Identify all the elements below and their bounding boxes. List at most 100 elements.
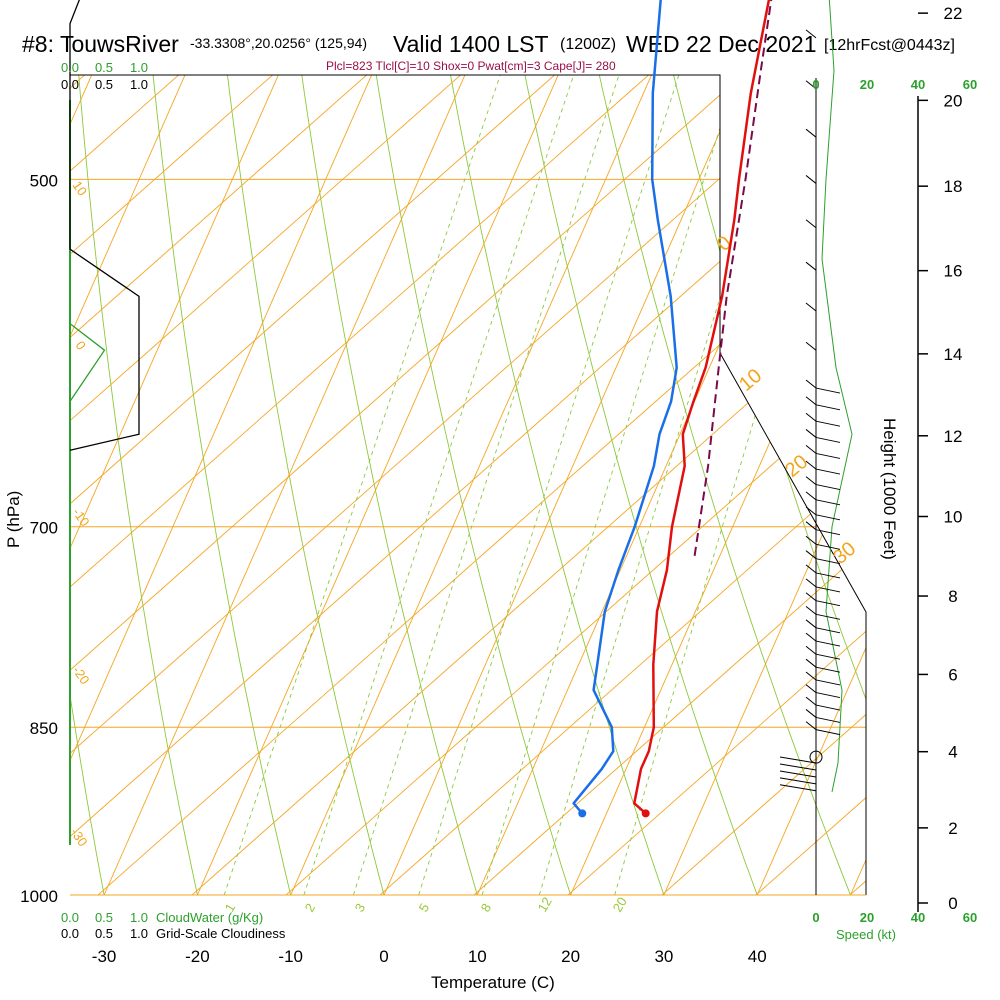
plot-area bbox=[0, 0, 1000, 895]
wind-barb-flag bbox=[815, 613, 841, 620]
height-tick-label: 20 bbox=[944, 91, 963, 110]
isotherm-line bbox=[0, 60, 5, 895]
wind-barb-flag bbox=[815, 666, 841, 673]
wind-barb bbox=[805, 396, 817, 406]
wind-barb bbox=[805, 535, 817, 545]
wind-barb-flag bbox=[815, 468, 841, 475]
speed-scale-bottom: 40 bbox=[911, 910, 925, 925]
wind-barb bbox=[805, 564, 817, 574]
pressure-tick-label: 700 bbox=[30, 519, 58, 538]
isopleth-line bbox=[70, 75, 760, 895]
speed-scale-top: 40 bbox=[911, 77, 925, 92]
height-tick-label: 4 bbox=[948, 743, 957, 762]
cloud-water-scale-bottom: 1.0 bbox=[130, 910, 148, 925]
valid-date: WED 22 Dec 2021 bbox=[626, 31, 816, 57]
cloudiness-scale-top: 1.0 bbox=[130, 77, 148, 92]
wind-barb-flag bbox=[815, 729, 841, 736]
wind-barb bbox=[805, 341, 817, 351]
wind-barb-flag bbox=[815, 704, 841, 711]
pressure-tick-label: 1000 bbox=[20, 887, 58, 906]
temperature-line bbox=[633, 0, 771, 815]
isopleth-line bbox=[70, 75, 666, 895]
wind-barb bbox=[805, 506, 817, 516]
temperature-tick-label: 20 bbox=[561, 947, 580, 966]
wind-barb bbox=[805, 619, 817, 629]
height-tick-label: 2 bbox=[948, 819, 957, 838]
cloud-scales: 0.0 0.5 1.0 0.0 0.5 1.0 0.0 0.5 1.0 0.0 0.5 1.0 bbox=[61, 60, 148, 941]
cloud-water-scale-bottom: 0.0 bbox=[61, 910, 79, 925]
surface-temperature-dot bbox=[641, 809, 650, 818]
isopleth-line bbox=[70, 75, 572, 895]
skew-label: -10 bbox=[70, 505, 93, 529]
skew-label: 0 bbox=[73, 338, 89, 353]
isopleth-line bbox=[0, 60, 8, 895]
mixing-ratio-label: 3 bbox=[352, 901, 369, 915]
dry-adiabat-line bbox=[368, 75, 665, 895]
station-title: #8: TouwsRiver bbox=[22, 31, 179, 57]
cloudiness-scale-top: 0.0 bbox=[61, 77, 79, 92]
isotherm-label: 30 bbox=[829, 538, 860, 569]
isotherm-line bbox=[70, 75, 379, 895]
isotherms bbox=[0, 60, 866, 895]
height-axis-title: Height (1000 Feet) bbox=[880, 418, 899, 560]
cloud-panel bbox=[69, 0, 140, 451]
wind-barb-flag bbox=[815, 716, 841, 723]
wind-barb bbox=[805, 219, 817, 229]
cloudiness-scale-bottom: 0.0 bbox=[61, 926, 79, 941]
cloud-water-scale-top: 1.0 bbox=[130, 60, 148, 75]
mixing-ratio-label: 5 bbox=[416, 901, 433, 915]
isopleth-line bbox=[285, 75, 866, 895]
isopleth-line bbox=[567, 75, 866, 895]
wind-barb bbox=[805, 645, 817, 655]
wind-barb-flag bbox=[815, 558, 841, 565]
wind-barb bbox=[805, 578, 817, 588]
wind-barb-flag bbox=[815, 600, 841, 607]
height-ticks: 02468101214161820222426283032 bbox=[917, 4, 963, 913]
skew-label: -20 bbox=[70, 663, 93, 687]
isopleth-line bbox=[473, 75, 866, 895]
temperature-tick-label: 10 bbox=[468, 947, 487, 966]
cloud-water-scale-top: 0.5 bbox=[95, 60, 113, 75]
wind-barbs bbox=[779, 0, 853, 793]
temperature-tick-label: 0 bbox=[379, 947, 388, 966]
height-tick-label: 14 bbox=[944, 345, 963, 364]
zulu-time: (1200Z) bbox=[560, 36, 616, 53]
skew-label: -30 bbox=[68, 825, 91, 849]
dry-adiabat-line bbox=[242, 75, 478, 895]
plot-border bbox=[70, 74, 867, 895]
wind-barb bbox=[779, 784, 817, 792]
wind-barb-flag bbox=[815, 640, 841, 647]
wind-barb bbox=[805, 476, 817, 485]
wind-barb-flag bbox=[815, 653, 841, 660]
cloudiness-line bbox=[69, 0, 140, 451]
isopleth-line bbox=[97, 75, 866, 895]
station-coords: -33.3308°,20.0256° (125,94) bbox=[190, 35, 367, 51]
wind-barb bbox=[805, 175, 817, 184]
wind-barb bbox=[805, 550, 817, 560]
wind-barb bbox=[805, 128, 817, 138]
wind-barb bbox=[805, 709, 817, 718]
wind-barb-flag bbox=[815, 514, 841, 521]
isopleth-line bbox=[191, 75, 866, 895]
wind-barb bbox=[779, 770, 817, 778]
speed-scales: 0 20 40 600 20 40 60 bbox=[812, 77, 977, 925]
wind-barb-flag bbox=[815, 499, 841, 506]
pressure-tick-label: 850 bbox=[30, 719, 58, 738]
isopleth-line bbox=[849, 75, 866, 895]
height-tick-label: 8 bbox=[948, 587, 957, 606]
isotherm-line bbox=[756, 75, 866, 895]
forecast-info: [12hrFcst@0443z] bbox=[824, 37, 955, 54]
dry-adiabat-line bbox=[997, 0, 1000, 895]
height-tick-label: 6 bbox=[948, 665, 957, 684]
mixing-ratio-labels: 1 2 3 5 8 12 20 bbox=[222, 894, 630, 914]
wind-barb bbox=[805, 605, 817, 615]
wind-barb bbox=[805, 671, 817, 681]
wind-barb bbox=[805, 429, 817, 438]
speed-scale-bottom: 0 bbox=[812, 910, 819, 925]
mixing-ratio-label: 20 bbox=[610, 894, 630, 914]
isotherm-label: 20 bbox=[781, 451, 812, 482]
wind-barb-flag bbox=[815, 529, 841, 536]
speed-scale-bottom: 20 bbox=[860, 910, 874, 925]
wind-barb bbox=[779, 756, 817, 764]
